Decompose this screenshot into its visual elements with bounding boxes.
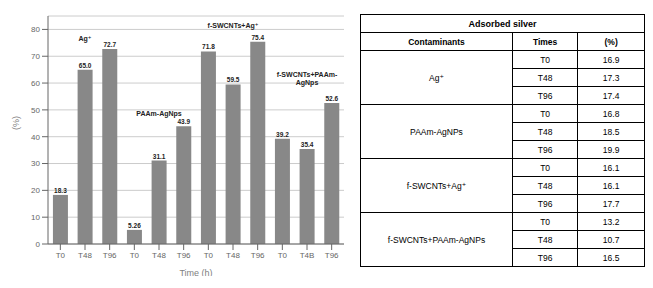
svg-text:T96: T96: [177, 251, 191, 260]
html-text:Adsorbed silver: Adsorbed silver: [468, 18, 537, 29]
html-text:Ag⁺: Ag⁺: [429, 72, 444, 83]
html-text:T96: T96: [537, 252, 553, 263]
svg-text:T96: T96: [251, 251, 265, 260]
html-text:T48: T48: [537, 180, 553, 191]
html-text:16.1: 16.1: [602, 180, 620, 191]
html-text:f-SWCNTs+Ag⁺: f-SWCNTs+Ag⁺: [406, 180, 467, 191]
svg-text:T48: T48: [226, 251, 240, 260]
svg-text:(%): (%): [11, 116, 21, 130]
svg-text:59.5: 59.5: [227, 76, 240, 83]
svg-text:40: 40: [31, 133, 40, 142]
html-text:Times: Times: [532, 36, 558, 47]
svg-text:72.7: 72.7: [103, 41, 116, 48]
svg-text:T48: T48: [78, 251, 92, 260]
svg-text:T96: T96: [103, 251, 117, 260]
svg-text:71.8: 71.8: [202, 43, 215, 50]
svg-text:T96: T96: [325, 251, 339, 260]
svg-text:5.26: 5.26: [128, 222, 141, 229]
svg-text:50: 50: [31, 106, 40, 115]
svg-text:Time (h): Time (h): [179, 268, 212, 276]
svg-text:35.4: 35.4: [301, 141, 314, 148]
svg-text:30: 30: [31, 159, 40, 168]
svg-text:39.2: 39.2: [276, 131, 289, 138]
html-text:T48: T48: [537, 126, 553, 137]
html-text:T48: T48: [537, 234, 553, 245]
html-text:19.9: 19.9: [602, 144, 620, 155]
svg-text:PAAm-AgNps: PAAm-AgNps: [136, 110, 181, 118]
svg-text:10: 10: [31, 213, 40, 222]
svg-text:T48: T48: [152, 251, 166, 260]
svg-text:65.0: 65.0: [79, 62, 92, 69]
html-text:17.7: 17.7: [602, 198, 620, 209]
svg-text:T0: T0: [278, 251, 288, 260]
html-text:T0: T0: [540, 162, 550, 173]
html-text:18.5: 18.5: [602, 126, 620, 137]
html-text:T96: T96: [537, 144, 553, 155]
svg-text:0: 0: [36, 240, 41, 249]
html-text:16.8: 16.8: [602, 108, 620, 119]
svg-text:43.9: 43.9: [177, 118, 190, 125]
html-text:T0: T0: [540, 54, 550, 65]
html-text:Contaminants: Contaminants: [408, 36, 465, 47]
svg-text:T4B: T4B: [300, 251, 315, 260]
html-text:T96: T96: [537, 90, 553, 101]
html-text:f-SWCNTs+PAAm-AgNPs: f-SWCNTs+PAAm-AgNPs: [387, 234, 486, 245]
html-text:PAAm-AgNPs: PAAm-AgNPs: [410, 126, 463, 137]
svg-text:70: 70: [31, 52, 40, 61]
svg-text:20: 20: [31, 186, 40, 195]
html-text:10.7: 10.7: [602, 234, 620, 245]
svg-text:31.1: 31.1: [153, 153, 166, 160]
svg-text:T0: T0: [56, 251, 66, 260]
html-text:T96: T96: [537, 198, 553, 209]
html-text:13.2: 13.2: [602, 216, 620, 227]
svg-text:Ag⁺: Ag⁺: [78, 35, 91, 43]
svg-text:T0: T0: [204, 251, 214, 260]
svg-text:T0: T0: [130, 251, 140, 260]
svg-text:60: 60: [31, 79, 40, 88]
html-text:16.1: 16.1: [602, 162, 620, 173]
html-text:17.3: 17.3: [602, 72, 620, 83]
html-text:16.5: 16.5: [602, 252, 620, 263]
html-text:17.4: 17.4: [602, 90, 620, 101]
html-text:T0: T0: [540, 108, 550, 119]
svg-text:80: 80: [31, 25, 40, 34]
svg-text:75.4: 75.4: [251, 34, 264, 41]
html-text:16.9: 16.9: [602, 54, 620, 65]
svg-text:f-SWCNTs+Ag⁺: f-SWCNTs+Ag⁺: [208, 22, 259, 30]
html-text:T48: T48: [537, 72, 553, 83]
svg-text:f-SWCNTs+PAAm-AgNps: f-SWCNTs+PAAm-AgNps: [277, 71, 338, 88]
svg-text:52.6: 52.6: [325, 95, 338, 102]
html-text:T0: T0: [540, 216, 550, 227]
svg-text:18.3: 18.3: [54, 187, 67, 194]
